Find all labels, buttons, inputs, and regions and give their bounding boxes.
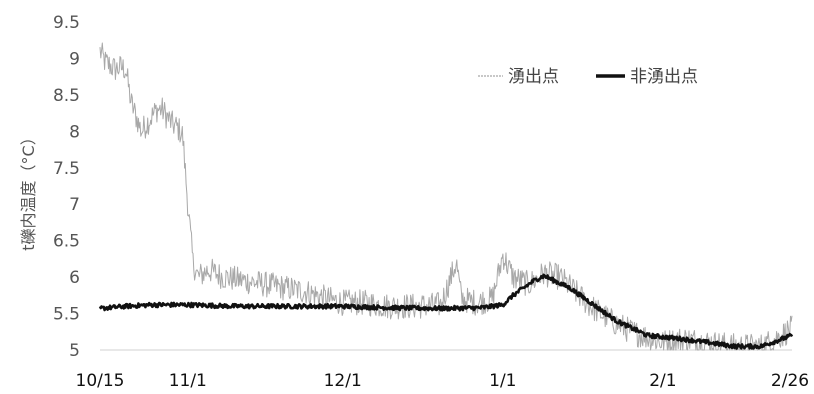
y-axis-label: t礫内温度（°C） xyxy=(19,129,38,250)
x-tick-label: 2/26 xyxy=(771,371,809,391)
y-tick-label: 9.5 xyxy=(53,13,80,33)
y-tick-label: 8.5 xyxy=(53,86,80,106)
y-tick-label: 6.5 xyxy=(53,232,80,252)
series-lines xyxy=(98,42,794,351)
x-tick-label: 10/15 xyxy=(76,371,125,391)
y-tick-labels: 5 5.5 6 6.5 7 7.5 8 8.5 9 9.5 xyxy=(53,13,80,361)
y-tick-label: 7 xyxy=(69,195,80,215)
series-line-non-spring xyxy=(98,273,794,350)
legend-label-spring: 湧出点 xyxy=(508,67,559,87)
legend: 湧出点 非湧出点 xyxy=(478,67,698,87)
y-tick-label: 6 xyxy=(69,268,80,288)
x-tick-label: 11/1 xyxy=(169,371,207,391)
x-tick-labels: 10/15 11/1 12/1 1/1 2/1 2/26 xyxy=(76,371,810,391)
y-tick-label: 8 xyxy=(69,122,80,142)
x-tick-label: 1/1 xyxy=(489,371,516,391)
y-tick-label: 5.5 xyxy=(53,305,80,325)
y-tick-label: 9 xyxy=(69,49,80,69)
y-tick-label: 5 xyxy=(69,341,80,361)
legend-label-non-spring: 非湧出点 xyxy=(630,67,698,87)
x-tick-label: 2/1 xyxy=(649,371,676,391)
x-tick-label: 12/1 xyxy=(324,371,362,391)
y-tick-label: 7.5 xyxy=(53,159,80,179)
